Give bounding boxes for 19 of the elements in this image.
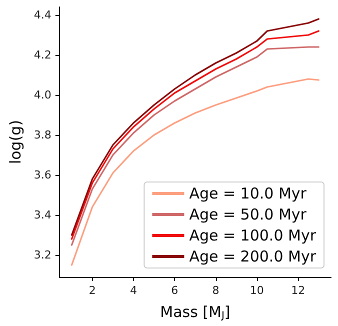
- y-tick-label: 3.2: [34, 248, 52, 262]
- x-tick-label: 6: [171, 284, 178, 297]
- legend-label: Age = 50.0 Myr: [189, 206, 308, 224]
- y-tick-label: 3.4: [34, 208, 52, 222]
- line-series: [70, 78, 320, 266]
- x-tick-label: 8: [212, 284, 220, 297]
- y-tick-label: 3.6: [34, 168, 52, 182]
- x-tick-label: 10: [250, 284, 264, 297]
- legend-label: Age = 100.0 Myr: [189, 226, 317, 244]
- legend-label: Age = 10.0 Myr: [189, 184, 308, 202]
- legend-label: Age = 200.0 Myr: [189, 248, 317, 266]
- x-tick-label: 4: [130, 284, 137, 297]
- y-tick-label: 3.8: [34, 128, 52, 142]
- y-tick-label: 4.4: [34, 8, 52, 22]
- y-axis-title: log(g): [6, 120, 24, 164]
- x-tick-label: 2: [88, 284, 96, 297]
- x-tick-label: 12: [291, 284, 306, 297]
- y-tick-label: 4.0: [34, 88, 52, 102]
- y-tick-label: 4.2: [34, 48, 52, 62]
